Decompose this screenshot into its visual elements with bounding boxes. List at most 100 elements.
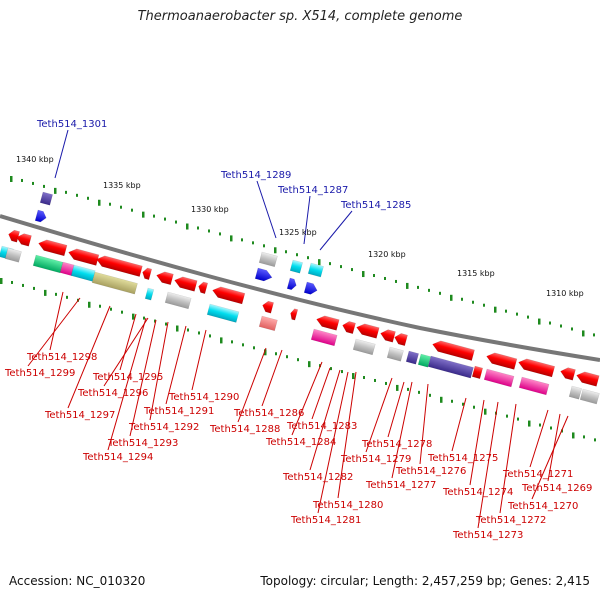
minor-tick	[187, 328, 189, 332]
gene-label[interactable]: Teth514_1284	[265, 437, 336, 448]
gene-feature[interactable]	[483, 368, 515, 388]
gene-feature[interactable]	[70, 264, 96, 282]
gene-feature[interactable]	[417, 353, 431, 368]
major-tick	[142, 211, 145, 218]
leader-line	[49, 291, 64, 351]
gene-label[interactable]: Teth514_1269	[521, 483, 592, 494]
gene-label[interactable]: Teth514_1296	[77, 388, 148, 399]
gene-feature[interactable]	[211, 285, 246, 305]
gene-feature[interactable]	[34, 209, 48, 223]
minor-tick	[296, 253, 298, 257]
gene-feature[interactable]	[32, 254, 64, 274]
gene-label[interactable]: Teth514_1287	[277, 185, 348, 196]
gene-feature[interactable]	[568, 385, 582, 400]
gene-feature[interactable]	[379, 328, 396, 343]
gene-label[interactable]: Teth514_1295	[92, 372, 163, 383]
gene-feature[interactable]	[7, 229, 20, 243]
gene-feature[interactable]	[559, 366, 576, 381]
gene-feature[interactable]	[197, 281, 209, 295]
gene-label[interactable]: Teth514_1285	[340, 200, 411, 211]
gene-feature[interactable]	[518, 376, 550, 396]
gene-feature[interactable]	[164, 291, 192, 310]
gene-feature[interactable]	[261, 300, 274, 314]
gene-label[interactable]: Teth514_1279	[340, 454, 411, 465]
label-leader-lines	[27, 129, 569, 529]
gene-label[interactable]: Teth514_1281	[290, 515, 361, 526]
gene-feature[interactable]	[352, 338, 376, 356]
minor-tick	[275, 352, 277, 356]
gene-feature[interactable]	[341, 320, 356, 335]
gene-feature[interactable]	[575, 370, 600, 387]
gene-label[interactable]: Teth514_1289	[220, 170, 291, 181]
leader-line	[499, 403, 517, 514]
gene-feature[interactable]	[315, 314, 340, 331]
gene-feature[interactable]	[258, 251, 278, 268]
gene-label[interactable]: Teth514_1293	[107, 438, 178, 449]
gene-label[interactable]: Teth514_1271	[502, 469, 573, 480]
gene-label[interactable]: Teth514_1277	[365, 480, 436, 491]
gene-feature[interactable]	[141, 267, 153, 281]
gene-label[interactable]: Teth514_1272	[475, 515, 546, 526]
major-tick	[230, 235, 233, 242]
gene-label[interactable]: Teth514_1292	[128, 422, 199, 433]
gene-feature[interactable]	[310, 328, 338, 347]
gene-feature[interactable]	[39, 191, 53, 206]
gene-feature[interactable]	[427, 355, 474, 379]
scale-label: 1325 kbp	[279, 228, 317, 237]
gene-feature[interactable]	[431, 339, 475, 361]
gene-label[interactable]: Teth514_1283	[286, 421, 357, 432]
gene-feature[interactable]	[303, 281, 318, 296]
gene-label[interactable]: Teth514_1286	[233, 408, 304, 419]
gene-label[interactable]: Teth514_1298	[26, 352, 97, 363]
major-tick	[220, 337, 223, 344]
minor-tick	[209, 334, 211, 338]
gene-label[interactable]: Teth514_1275	[427, 453, 498, 464]
gene-feature[interactable]	[289, 259, 303, 274]
gene-label[interactable]: Teth514_1282	[282, 472, 353, 483]
gene-label[interactable]: Teth514_1297	[44, 410, 115, 421]
major-tick	[440, 396, 443, 403]
gene-label[interactable]: Teth514_1278	[361, 439, 432, 450]
gene-label[interactable]: Teth514_1301	[36, 119, 107, 130]
gene-feature[interactable]	[405, 350, 419, 365]
gene-feature[interactable]	[67, 247, 100, 266]
leader-line	[387, 381, 405, 438]
gene-features	[0, 191, 600, 405]
gene-feature[interactable]	[471, 365, 484, 380]
minor-tick	[263, 244, 265, 248]
gene-feature[interactable]	[206, 303, 240, 323]
gene-label[interactable]: Teth514_1294	[82, 452, 153, 463]
gene-feature[interactable]	[15, 232, 32, 247]
gene-feature[interactable]	[386, 346, 404, 362]
minor-tick	[505, 309, 507, 313]
gene-label[interactable]: Teth514_1276	[395, 466, 466, 477]
gene-feature[interactable]	[4, 247, 22, 263]
gene-feature[interactable]	[37, 238, 68, 257]
gene-feature[interactable]	[579, 388, 600, 405]
gene-feature[interactable]	[254, 267, 273, 283]
gene-label[interactable]: Teth514_1290	[168, 392, 239, 403]
gene-label[interactable]: Teth514_1273	[452, 530, 523, 541]
gene-feature[interactable]	[393, 332, 408, 347]
minor-tick	[253, 346, 255, 350]
gene-feature[interactable]	[91, 271, 138, 295]
gene-feature[interactable]	[355, 322, 380, 339]
gene-label[interactable]: Teth514_1291	[143, 406, 214, 417]
gene-feature[interactable]	[307, 262, 324, 278]
gene-feature[interactable]	[286, 277, 298, 291]
gene-feature[interactable]	[95, 254, 143, 277]
gene-label[interactable]: Teth514_1299	[4, 368, 75, 379]
gene-feature[interactable]	[258, 315, 278, 332]
gene-feature[interactable]	[289, 308, 299, 321]
gene-label[interactable]: Teth514_1280	[312, 500, 383, 511]
gene-label[interactable]: Teth514_1274	[442, 487, 513, 498]
major-tick	[396, 384, 399, 391]
gene-feature[interactable]	[173, 275, 198, 292]
gene-feature[interactable]	[517, 357, 556, 378]
gene-feature[interactable]	[155, 270, 174, 286]
gene-feature[interactable]	[144, 287, 155, 301]
minor-tick	[428, 288, 430, 292]
gene-label[interactable]: Teth514_1288	[209, 424, 280, 435]
gene-label[interactable]: Teth514_1270	[507, 501, 578, 512]
gene-feature[interactable]	[485, 351, 518, 370]
